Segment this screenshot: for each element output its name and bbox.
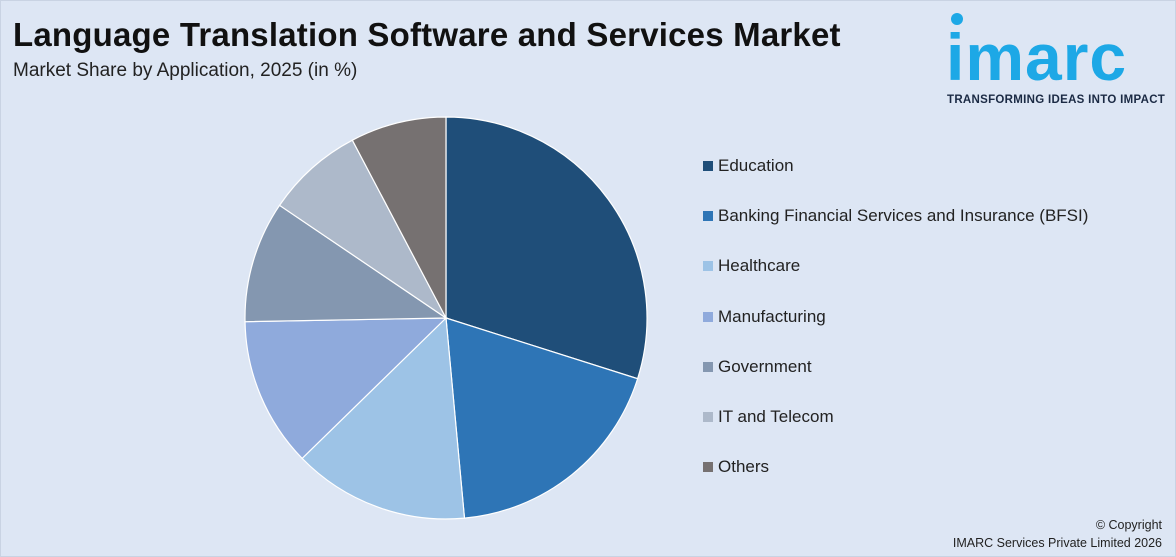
copyright-line-2: IMARC Services Private Limited 2026: [952, 536, 1162, 550]
legend-swatch: [703, 261, 713, 272]
legend-label: Others: [718, 457, 770, 477]
copyright-notice: © Copyright IMARC Services Private Limit…: [953, 516, 1162, 552]
legend-label: Education: [718, 156, 794, 175]
pie-slice-it-and-telecom: [278, 139, 447, 319]
pie-slice-others: [351, 116, 447, 319]
pie-slice-banking-financial-services-and-insurance-bfsi: [445, 317, 639, 519]
imarc-logo: imarc TRANSFORMING IDEAS INTO IMPACT: [944, 12, 1172, 108]
legend-label: Manufacturing: [718, 306, 826, 326]
legend-item: Others: [703, 455, 769, 479]
legend-label: Banking Financial Services and Insurance…: [718, 206, 1089, 226]
legend-item: Manufacturing: [703, 305, 826, 329]
legend-item: Education: [703, 154, 794, 178]
legend-item: Healthcare: [703, 254, 800, 278]
legend-label: Healthcare: [718, 256, 801, 276]
legend-swatch: [703, 361, 713, 372]
pie-slice-education: [445, 116, 648, 380]
logo-dot: [951, 13, 963, 25]
pie-slice-manufacturing: [244, 317, 448, 460]
logo-tagline: TRANSFORMING IDEAS INTO IMPACT: [947, 94, 1166, 106]
legend-item: Government: [703, 355, 812, 379]
chart-subtitle: Market Share by Application, 2025 (in %): [13, 60, 358, 81]
logo-wordmark: imarc: [946, 20, 1128, 94]
legend-swatch: [703, 311, 713, 322]
chart-title: Language Translation Software and Servic…: [13, 16, 841, 53]
legend-item: Banking Financial Services and Insurance…: [703, 204, 1088, 228]
legend-swatch: [703, 412, 713, 422]
pie-slice-healthcare: [301, 316, 466, 520]
pie-slice-government: [244, 204, 448, 323]
legend-swatch: [703, 161, 713, 171]
copyright-line-1: © Copyright: [1095, 518, 1162, 532]
legend-label: IT and Telecom: [718, 407, 834, 426]
legend-label: Government: [718, 356, 812, 376]
legend-item: IT and Telecom: [703, 405, 834, 429]
legend-swatch: [703, 462, 713, 473]
legend-swatch: [703, 211, 713, 222]
